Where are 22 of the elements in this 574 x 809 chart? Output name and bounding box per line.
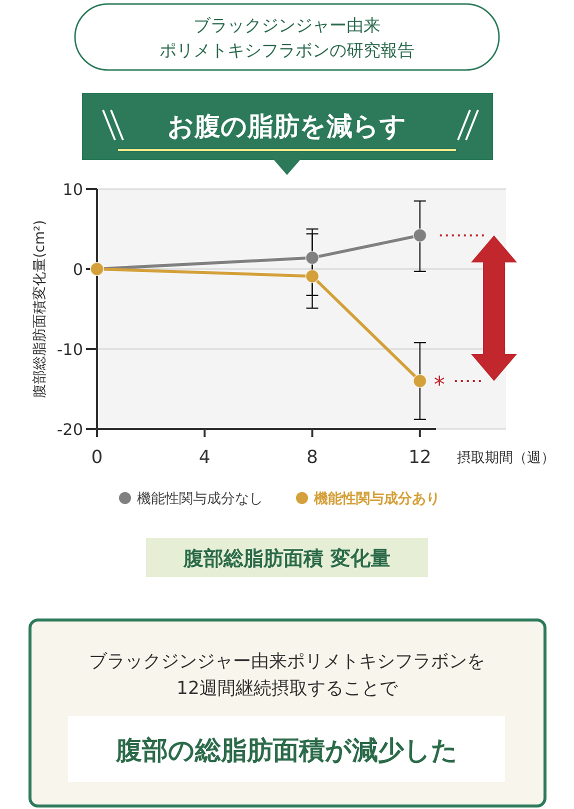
point <box>305 269 320 284</box>
text: ブラックジンジャー由来ポリメトキシフラボンを 12週間継続摂取することで <box>89 651 485 699</box>
chart-title: お腹の脂肪を減らす <box>168 112 406 142</box>
x-tick-label: 0 <box>91 447 103 468</box>
y-tick-label: 10 <box>62 180 83 199</box>
y-tick-label: -10 <box>56 340 83 359</box>
point <box>412 374 427 388</box>
y-tick-label: -20 <box>56 420 83 439</box>
legend-label: 機能性関与成分なし <box>137 491 263 507</box>
x-tick-label: 8 <box>306 447 318 468</box>
x-axis-title: 摂取期間（週） <box>457 450 555 466</box>
point <box>412 228 427 242</box>
text: 腹部総脂肪面積 変化量 <box>182 546 390 570</box>
text: 腹部の総脂肪面積が減少した <box>115 736 458 766</box>
y-axis-title: 腹部総脂肪面積変化量(cm²) <box>32 220 48 398</box>
point <box>305 250 320 265</box>
chart-subtitle: ブラックジンジャー由来ポリメトキシフラボンの研究報告 <box>160 16 414 61</box>
x-tick-label: 4 <box>198 447 210 468</box>
legend-label: 機能性関与成分あり <box>313 491 440 507</box>
x-tick-label: 12 <box>408 447 432 468</box>
annotation: * <box>434 373 445 398</box>
y-tick-label: 0 <box>72 260 83 279</box>
